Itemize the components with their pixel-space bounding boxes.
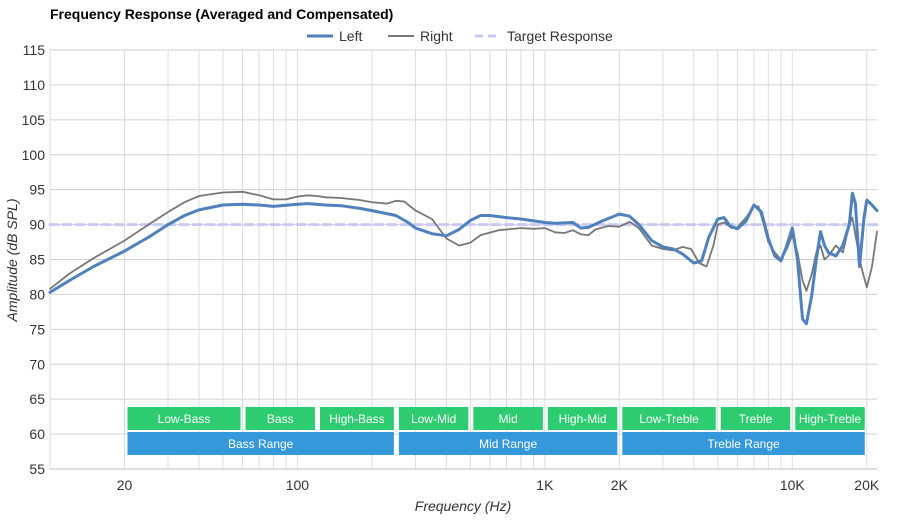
band-bass <box>245 407 316 430</box>
band-mid-range <box>398 432 618 455</box>
y-tick-label: 70 <box>29 356 45 372</box>
x-tick-label: 2K <box>611 477 629 493</box>
band-label: High-Treble <box>799 412 862 426</box>
band-high-bass <box>320 407 394 430</box>
y-tick-label: 65 <box>29 391 45 407</box>
x-tick-label: 10K <box>780 477 806 493</box>
x-tick-label: 1K <box>536 477 554 493</box>
x-tick-label: 20 <box>117 477 133 493</box>
band-high-treble <box>795 407 865 430</box>
series-lines <box>48 190 879 326</box>
band-low-mid <box>398 407 469 430</box>
band-bass-range <box>127 432 394 455</box>
y-tick-label: 80 <box>29 286 45 302</box>
legend-label: Right <box>420 28 453 44</box>
band-label: Bass <box>267 412 294 426</box>
band-high-mid <box>547 407 618 430</box>
band-label: Low-Mid <box>411 412 456 426</box>
x-axis-title: Frequency (Hz) <box>415 498 511 514</box>
legend-label: Target Response <box>507 28 613 44</box>
x-tick-label: 20K <box>854 477 880 493</box>
band-label: Low-Bass <box>158 412 211 426</box>
band-mid <box>473 407 543 430</box>
y-tick-label: 75 <box>29 321 45 337</box>
y-tick-label: 60 <box>29 426 45 442</box>
band-treble <box>720 407 791 430</box>
series-line-left <box>48 191 879 326</box>
y-tick-label: 115 <box>23 42 46 58</box>
band-low-bass <box>127 407 241 430</box>
y-tick-label: 90 <box>29 217 45 233</box>
band-low-treble <box>622 407 716 430</box>
x-tick-label: 100 <box>286 477 310 493</box>
y-tick-label: 85 <box>29 252 45 268</box>
y-tick-label: 55 <box>29 461 45 477</box>
legend-label: Left <box>339 28 362 44</box>
band-label: Low-Treble <box>639 412 699 426</box>
axis-ticks: 55 60 65 70 75 80 85 90 95 100 105 110 115 20 100 1K 2K 1… <box>22 42 880 493</box>
y-tick-label: 100 <box>22 147 46 163</box>
frequency-bands: Low-Bass Bass High-Bass Low-Mid Mid High-Mid L… <box>127 407 865 455</box>
band-treble-range <box>622 432 865 455</box>
chart-title: Frequency Response (Averaged and Compens… <box>50 6 393 22</box>
y-tick-label: 105 <box>22 112 46 128</box>
band-label: Bass Range <box>228 437 294 451</box>
y-tick-label: 110 <box>23 77 46 93</box>
band-label: High-Mid <box>559 412 607 426</box>
band-label: High-Bass <box>329 412 384 426</box>
grid <box>49 49 877 470</box>
band-label: Treble <box>739 412 773 426</box>
series-line-right <box>49 190 878 292</box>
legend: Left Right Target Response <box>307 28 613 44</box>
band-label: Mid <box>498 412 517 426</box>
band-label: Treble Range <box>707 437 780 451</box>
y-tick-label: 95 <box>29 182 45 198</box>
y-axis-title: Amplitude (dB SPL) <box>4 199 20 323</box>
band-label: Mid Range <box>479 437 537 451</box>
